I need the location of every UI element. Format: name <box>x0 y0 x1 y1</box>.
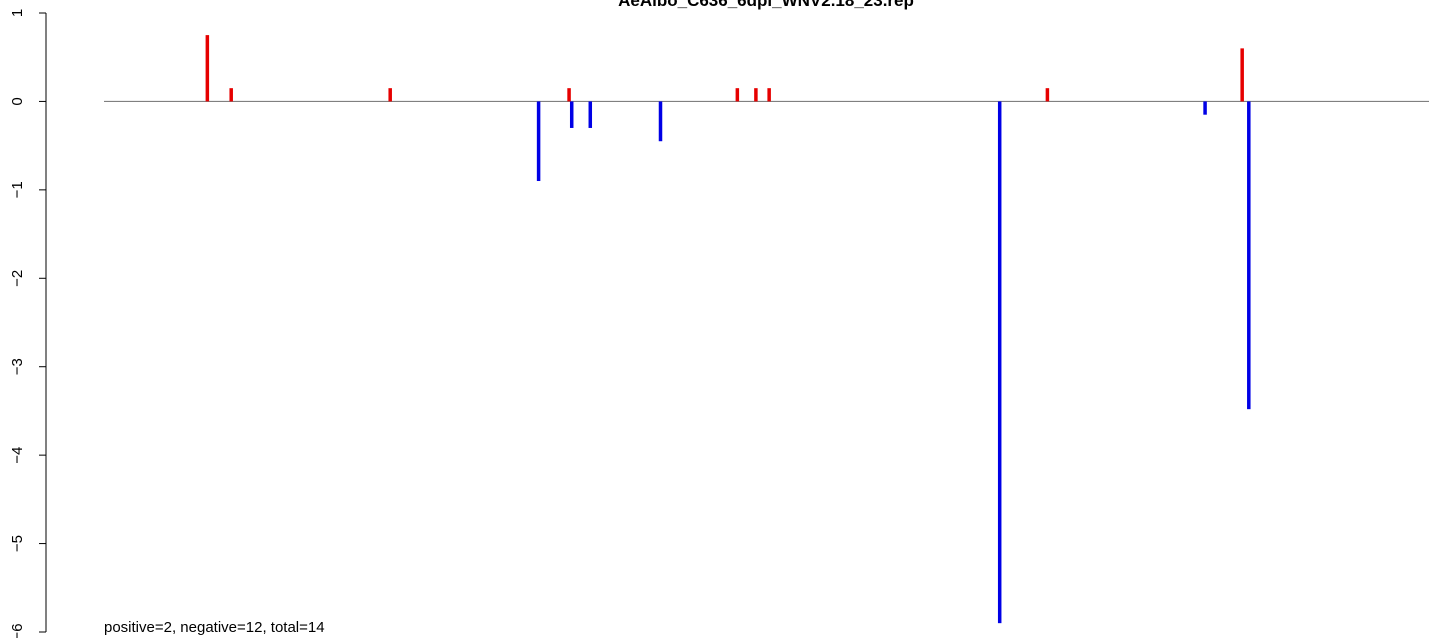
negative-bar <box>588 101 593 128</box>
positive-bar <box>1240 48 1244 102</box>
bars <box>205 35 1251 624</box>
positive-bar <box>229 88 233 102</box>
negative-bar <box>536 101 541 182</box>
positive-bar <box>205 35 210 102</box>
positive-bar <box>767 88 771 102</box>
chart-title: AeAlbo_C636_6dpi_WNV2.18_23.rep <box>618 0 914 10</box>
y-tick-label: 0 <box>9 97 26 105</box>
y-tick-label: −2 <box>9 270 26 287</box>
negative-bar <box>1247 101 1251 410</box>
positive-bar <box>388 88 392 102</box>
y-tick-label: −3 <box>9 358 26 375</box>
positive-bar <box>567 88 571 102</box>
positive-bar <box>735 88 740 102</box>
y-tick-label: 1 <box>9 9 26 17</box>
negative-bar <box>997 101 1002 624</box>
negative-bar <box>569 101 574 128</box>
y-tick-label: −6 <box>9 623 26 638</box>
count-annotation: positive=2, negative=12, total=14 <box>104 619 325 636</box>
y-tick-label: −1 <box>9 181 26 198</box>
positive-bar <box>1045 88 1050 102</box>
y-tick-label: −4 <box>9 447 26 464</box>
negative-bar <box>1203 101 1207 115</box>
negative-bar <box>658 101 663 142</box>
positive-bar <box>754 88 758 102</box>
y-axis: 1 0 −1 −2 −3 −4 −5 −6 <box>9 9 47 638</box>
y-tick-label: −5 <box>9 535 26 552</box>
